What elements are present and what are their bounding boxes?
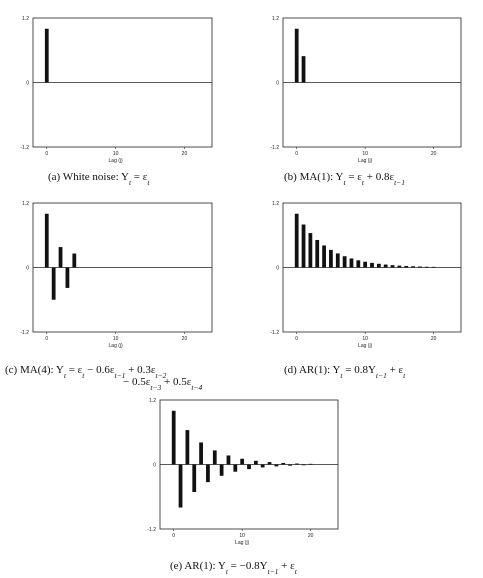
acf-bar (411, 266, 415, 268)
acf-bar (308, 233, 313, 268)
acf-bar (219, 464, 224, 476)
acf-bar (240, 458, 245, 465)
acf-bar (51, 267, 56, 300)
x-tick-label: 0 (295, 151, 298, 157)
acf-bar (260, 464, 265, 468)
acf-bar (253, 460, 258, 465)
acf-bar (301, 464, 306, 466)
acf-bar (212, 450, 217, 465)
y-tick-label: 0 (153, 463, 156, 469)
x-tick-label: 20 (431, 336, 437, 342)
acf-bar (335, 253, 340, 268)
y-tick-label: 1.2 (22, 201, 29, 207)
acf-bar (424, 266, 429, 268)
x-tick-label: 20 (182, 336, 188, 342)
panel-caption-line2: − 0.5εt−3 + 0.5εt−4 (123, 376, 202, 392)
x-tick-label: 0 (45, 336, 48, 342)
acf-bar (308, 463, 313, 465)
acf-bar (349, 258, 354, 268)
x-tick-label: 10 (362, 336, 368, 342)
acf-bar (295, 463, 299, 465)
acf-bar (226, 455, 231, 465)
y-tick-label: -1.2 (147, 527, 156, 533)
acf-bar (418, 266, 422, 268)
x-tick-label: 0 (295, 336, 298, 342)
x-axis-label: Lag (j) (358, 343, 373, 349)
acf-bar (233, 464, 238, 472)
panel-caption: (a) White noise: Yt = εt (48, 171, 150, 187)
y-tick-label: -1.2 (20, 145, 29, 151)
panel-b: 1.2 0 -1.2 0 10 20 Lag (j) (b) MA(1): Yt = εt +… (270, 16, 462, 187)
acf-bar (58, 247, 63, 268)
panel-a: 1.2 0 -1.2 0 10 20 Lag (j) (a) White noise: Yt … (20, 16, 213, 187)
acf-bar (281, 462, 286, 465)
y-tick-label: 0 (26, 266, 29, 272)
acf-bar (329, 249, 333, 268)
acf-bar (397, 265, 402, 268)
acf-bar (199, 442, 203, 465)
acf-bar (376, 263, 381, 268)
x-tick-label: 20 (431, 151, 437, 157)
acf-bar (178, 464, 183, 508)
panel-caption: (e) AR(1): Yt = −0.8Yt−1 + εt (170, 560, 298, 576)
acf-bar (383, 264, 388, 268)
acf-bar (342, 256, 347, 268)
acf-bar (44, 28, 49, 83)
panel-caption: (c) MA(4): Yt = εt − 0.6εt−1 + 0.3εt−2 (5, 364, 167, 380)
y-tick-label: 0 (276, 81, 279, 87)
acf-bar (301, 56, 306, 83)
acf-bar (356, 260, 361, 268)
panel-caption: (b) MA(1): Yt = εt + 0.8εt−1 (284, 171, 405, 187)
acf-bar (44, 213, 49, 268)
x-axis-label: Lag (j) (358, 158, 373, 164)
acf-bar (206, 464, 210, 483)
x-axis-label: Lag (j) (235, 540, 250, 546)
y-tick-label: 1.2 (272, 201, 279, 207)
y-tick-label: -1.2 (20, 330, 29, 336)
acf-bar (390, 265, 395, 268)
acf-bar (431, 266, 436, 268)
x-tick-label: 10 (113, 151, 119, 157)
x-axis-label: Lag (j) (109, 158, 124, 164)
acf-bar (288, 464, 292, 466)
x-tick-label: 10 (239, 533, 245, 539)
acf-bar (192, 464, 197, 493)
acf-bar (315, 239, 320, 268)
acf-bar (274, 464, 279, 467)
acf-bar (363, 261, 368, 268)
acf-bar (171, 410, 176, 465)
y-tick-label: 0 (276, 266, 279, 272)
panel-c: 1.2 0 -1.2 0 10 20 Lag (j) (c) MA(4): Yt = εt −… (5, 201, 213, 392)
panel-e: 1.2 0 -1.2 0 10 20 Lag (j) (e) AR(1): Yt = −0.8… (147, 398, 339, 576)
y-tick-label: 1.2 (22, 16, 29, 22)
acf-bar (301, 224, 306, 268)
y-tick-label: -1.2 (270, 145, 279, 151)
acf-bar (404, 265, 409, 268)
acf-bar (294, 28, 299, 83)
x-tick-label: 10 (362, 151, 368, 157)
acf-bar (72, 253, 77, 268)
acf-bar (370, 262, 374, 268)
acf-bar (322, 245, 326, 268)
x-tick-label: 0 (45, 151, 48, 157)
y-tick-label: 1.2 (272, 16, 279, 22)
panel-d: 1.2 0 -1.2 0 10 20 Lag (j) (d) AR(1): Yt = 0.8Y… (270, 201, 462, 380)
x-tick-label: 0 (172, 533, 175, 539)
acf-bar (185, 430, 190, 465)
x-tick-label: 20 (182, 151, 188, 157)
y-tick-label: -1.2 (270, 330, 279, 336)
acf-bar (247, 464, 251, 470)
y-tick-label: 1.2 (149, 398, 156, 404)
acf-bar (294, 213, 299, 268)
acf-bar (65, 267, 70, 288)
panel-caption: (d) AR(1): Yt = 0.8Yt−1 + εt (284, 364, 406, 380)
acf-bar (267, 462, 272, 465)
y-tick-label: 0 (26, 81, 29, 87)
x-axis-label: Lag (j) (109, 343, 124, 349)
x-tick-label: 20 (308, 533, 314, 539)
x-tick-label: 10 (113, 336, 119, 342)
